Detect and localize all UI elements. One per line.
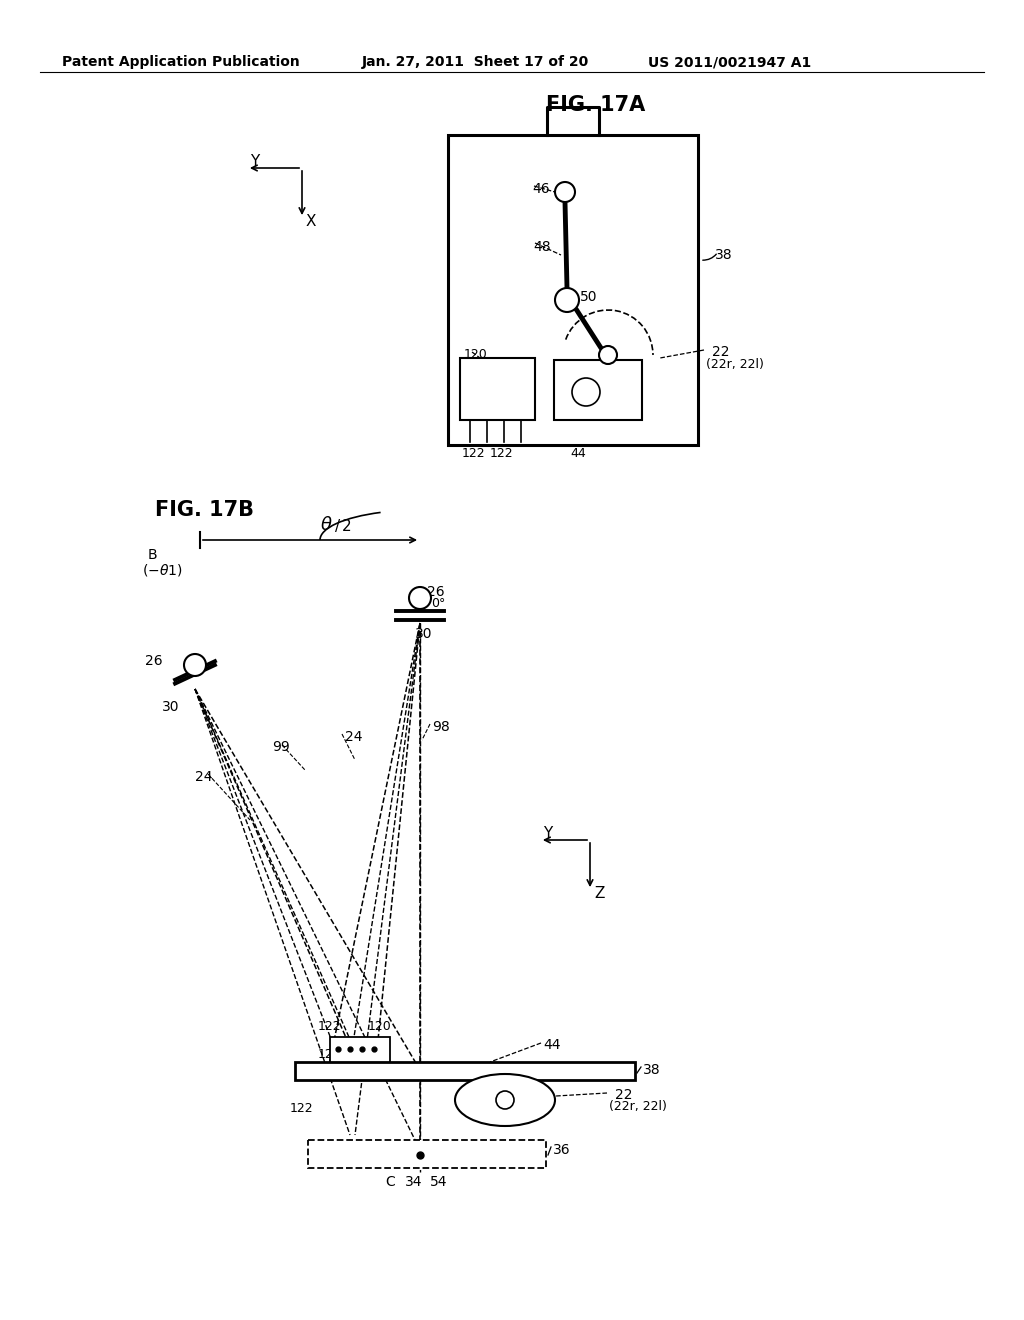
- Text: Jan. 27, 2011  Sheet 17 of 20: Jan. 27, 2011 Sheet 17 of 20: [362, 55, 589, 69]
- Text: Y: Y: [250, 154, 259, 169]
- Circle shape: [496, 1092, 514, 1109]
- Text: 22: 22: [712, 345, 729, 359]
- Text: B: B: [148, 548, 158, 562]
- Text: C: C: [385, 1175, 394, 1189]
- Text: $(-\theta 1)$: $(-\theta 1)$: [142, 562, 182, 578]
- Circle shape: [184, 653, 206, 676]
- Text: Patent Application Publication: Patent Application Publication: [62, 55, 300, 69]
- Bar: [554, 360, 642, 420]
- Text: 98: 98: [432, 719, 450, 734]
- Text: 22: 22: [615, 1088, 633, 1102]
- Text: 24: 24: [195, 770, 213, 784]
- Text: 44: 44: [570, 447, 586, 459]
- Text: 34: 34: [406, 1175, 423, 1189]
- Text: 30: 30: [162, 700, 179, 714]
- Text: 38: 38: [643, 1063, 660, 1077]
- Text: 46: 46: [532, 182, 550, 195]
- Text: 26: 26: [427, 585, 444, 599]
- Text: 44: 44: [543, 1038, 560, 1052]
- Text: 50: 50: [580, 290, 597, 304]
- Text: 54: 54: [430, 1175, 447, 1189]
- Circle shape: [599, 346, 617, 364]
- Ellipse shape: [455, 1074, 555, 1126]
- Text: 122: 122: [318, 1020, 342, 1034]
- Bar: [460, 358, 535, 420]
- Bar: [295, 1063, 635, 1080]
- Text: 122: 122: [290, 1102, 313, 1115]
- Text: 48: 48: [534, 240, 551, 253]
- Text: 2: 2: [342, 519, 351, 535]
- Text: 38: 38: [715, 248, 732, 261]
- Bar: [449, 135, 698, 445]
- Text: X: X: [306, 214, 316, 228]
- Text: 120: 120: [368, 1020, 392, 1034]
- Circle shape: [555, 288, 579, 312]
- Text: FIG. 17A: FIG. 17A: [547, 95, 645, 115]
- Text: (22r, 22l): (22r, 22l): [706, 358, 764, 371]
- Text: 99: 99: [272, 741, 290, 754]
- Circle shape: [409, 587, 431, 609]
- Text: 0°: 0°: [431, 597, 445, 610]
- Text: Z: Z: [594, 886, 604, 902]
- Circle shape: [572, 378, 600, 407]
- Text: 30: 30: [415, 627, 432, 642]
- Text: 122: 122: [490, 447, 514, 459]
- Circle shape: [555, 182, 575, 202]
- Text: /: /: [335, 519, 340, 535]
- Text: 36: 36: [553, 1143, 570, 1158]
- Text: US 2011/0021947 A1: US 2011/0021947 A1: [648, 55, 811, 69]
- Text: 24: 24: [345, 730, 362, 744]
- Bar: [330, 1038, 390, 1063]
- Text: 122: 122: [462, 447, 485, 459]
- Text: (22r, 22l): (22r, 22l): [609, 1100, 667, 1113]
- Bar: [308, 1140, 546, 1168]
- Text: 120: 120: [464, 348, 487, 360]
- Text: Y: Y: [543, 826, 552, 841]
- Text: 26: 26: [145, 653, 163, 668]
- Text: $\theta$: $\theta$: [319, 516, 333, 535]
- Text: 122: 122: [318, 1048, 342, 1061]
- Text: FIG. 17B: FIG. 17B: [155, 500, 254, 520]
